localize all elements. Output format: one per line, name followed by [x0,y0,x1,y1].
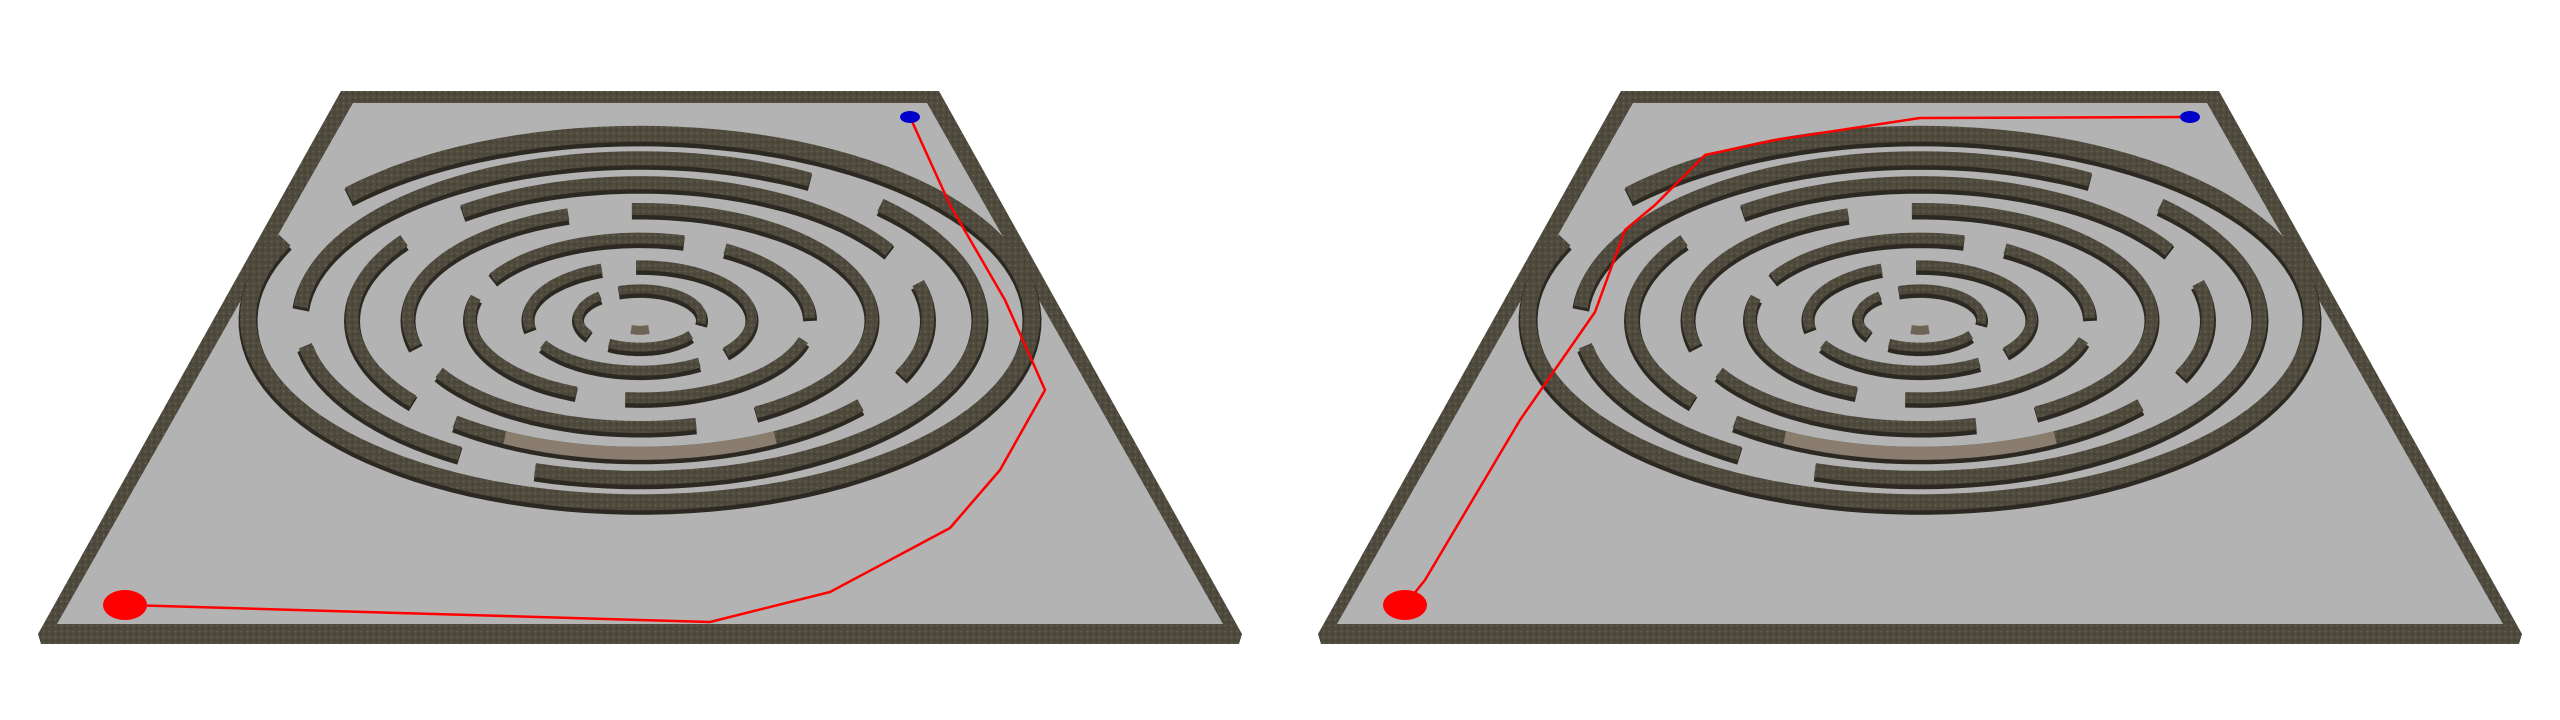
maze-wall-segment [298,342,462,461]
start-ellipse-icon [103,590,147,620]
maze-wall-segment [240,125,1041,511]
maze-ring [571,284,708,357]
maze-wall-segment [1573,151,2092,309]
maze-render-left [38,91,1242,644]
maze-wall-segment [533,198,988,485]
maze-wall-segment [1769,232,1965,283]
maze-wall-segment [1813,198,2268,485]
maze-wall-segment [625,336,808,404]
maze-wall-segment [636,260,758,357]
maze-wall-segment [1819,340,1981,376]
maze-ring [1801,260,2039,381]
maze-wall-segment [1905,336,2088,404]
maze-ring [521,260,759,381]
maze-wall-segment [539,340,701,376]
maze-ring [1518,125,2322,515]
maze-wall-segment [1740,176,2174,256]
maze-wall-segment [618,284,707,325]
maze-wall-segment [345,235,417,407]
planned-path-line [1404,115,2191,606]
maze-center-wall [630,325,650,335]
maze-wall-segment [401,208,570,349]
start-ellipse-icon [1383,590,1427,620]
maze-wall-segment [489,232,685,283]
maze-ring [292,151,989,490]
maze-ring [1680,203,2160,438]
maze-wall-segment [1853,291,1882,339]
maze-wall-segment [2003,243,2096,319]
goal-ellipse-icon [2180,111,2200,123]
maze-scene-right [1280,0,2560,720]
maze-scene-left [38,91,1242,644]
maze-wall-segment [631,203,879,419]
maze-wall-segment [573,291,602,339]
maze-wall-segment [607,330,694,352]
maze-wall-segment [522,263,603,331]
maze-render-right [1318,91,2522,644]
maze-wall-segment [2176,279,2215,380]
maze-wall-segment [1898,284,1987,325]
maze-ring [462,232,817,408]
planned-path-line [124,116,1047,624]
maze-wall-highlight [1783,431,2057,460]
maze-ring [1572,151,2269,490]
maze-wall-segment [1887,330,1974,352]
maze-ring [400,203,880,438]
goal-ellipse-icon [900,111,920,123]
maze-wall-highlight [503,431,777,460]
maze-ring [1742,232,2097,408]
maze-wall-segment [1911,203,2159,419]
maze-wall-segment [1744,294,1858,398]
maze-wall-segment [460,176,894,256]
maze-wall-segment [1578,342,1742,461]
maze-wall-segment [1715,367,1977,433]
maze-wall-segment [723,243,816,319]
maze-wall-segment [1916,260,2038,357]
maze-wall-segment [1802,263,1883,331]
maze-ring [238,125,1042,515]
maze-ring [1851,284,1988,357]
maze-wall-segment [435,367,697,433]
maze-wall-segment [1520,125,2321,511]
maze-center-wall [1910,325,1930,335]
maze-wall-segment [293,151,812,309]
maze-wall-segment [1625,235,1697,407]
maze-wall-segment [1681,208,1850,349]
maze-wall-segment [896,279,935,380]
maze-wall-segment [464,294,578,398]
